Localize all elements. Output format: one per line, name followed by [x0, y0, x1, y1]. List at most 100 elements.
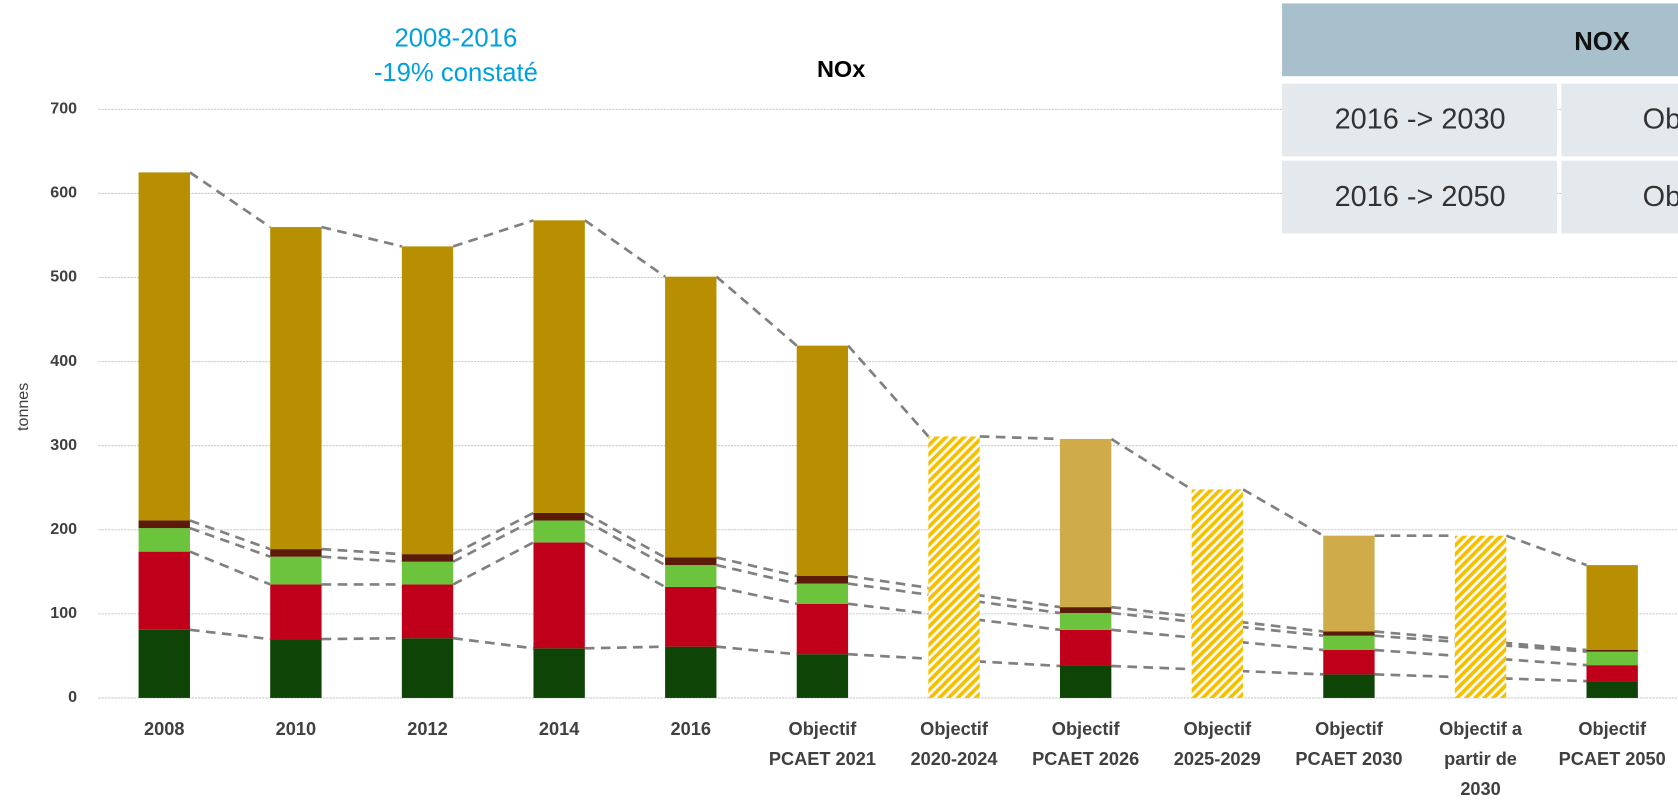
x-tick-label: Objectif a partir de 2030 [1439, 719, 1523, 799]
bar-segment [270, 549, 322, 557]
bar-segment [270, 639, 322, 698]
bar-segment [665, 646, 717, 698]
y-tick-label: 200 [50, 520, 77, 538]
bar-segment [533, 542, 585, 649]
bar-segment [796, 603, 849, 655]
bar-segment [665, 557, 717, 566]
bar-segment [1059, 438, 1112, 608]
x-tick-label: 2010 [276, 719, 316, 739]
series-line [189, 526, 271, 558]
series-line [1374, 673, 1587, 683]
table: NOX 2016 -> 2030 Ob 2016 -> 2050 Ob [1282, 3, 1678, 234]
series-line [321, 547, 402, 556]
y-tick-label: 500 [50, 268, 77, 286]
x-tick-label: 2016 [671, 719, 711, 739]
x-tick-label: Objectif PCAET 2050 [1559, 719, 1666, 769]
series-line [1111, 611, 1324, 638]
series-line [847, 582, 1061, 615]
bar-segment [270, 556, 322, 585]
bar-segment [1454, 535, 1507, 698]
x-tick-label: 2012 [407, 719, 447, 739]
bar-segment [928, 436, 980, 698]
series-line [452, 219, 534, 248]
series-line [1242, 488, 1324, 537]
bar-segment [138, 172, 190, 521]
series-line [1374, 634, 1587, 654]
y-tick-label: 0 [68, 688, 77, 706]
series-line [189, 171, 271, 229]
bar-segment [796, 576, 849, 584]
bar-segment [1586, 665, 1638, 682]
bar-segment [665, 565, 717, 587]
table-header: NOX [1574, 28, 1630, 56]
x-tick-label: Objectif 2025-2029 [1174, 719, 1261, 769]
series-line [584, 519, 666, 567]
bar-segment [401, 561, 454, 585]
table-cell-text: Ob [1643, 104, 1678, 136]
table-cell [1561, 83, 1678, 157]
series-line [1374, 648, 1587, 667]
bar-segment [1586, 651, 1638, 666]
x-tick-label: Objectif PCAET 2030 [1295, 719, 1402, 769]
series-line [452, 541, 535, 586]
table-cell [1561, 160, 1678, 234]
y-tick-label: 100 [50, 604, 77, 622]
series-line [452, 519, 535, 563]
series-line [716, 556, 798, 578]
series-line [189, 550, 271, 586]
bar-segment [796, 583, 849, 604]
annotation: 2008-2016 [394, 25, 517, 53]
bar-segment [1323, 650, 1375, 675]
series-line [584, 541, 666, 589]
table-cell-text: Ob [1643, 181, 1678, 213]
series-line [848, 652, 1061, 668]
series-line [189, 628, 271, 641]
bar-segment [1323, 631, 1375, 636]
series-line [584, 219, 666, 278]
bar-segment [1323, 535, 1375, 632]
bar-segment [1059, 613, 1112, 630]
bar-segment [1059, 665, 1112, 698]
bar-segment [1059, 629, 1112, 666]
bar-segment [401, 554, 454, 562]
bar-segment [796, 654, 849, 698]
bar-segment [533, 648, 585, 698]
series-line [1111, 605, 1324, 633]
series-line [189, 519, 271, 551]
series-line [584, 645, 666, 650]
bar-segment [138, 520, 190, 529]
series-line [715, 275, 798, 347]
table-cell-text: 2016 -> 2050 [1335, 181, 1506, 213]
bar-segment [401, 638, 454, 698]
table-cell [1282, 160, 1558, 234]
series-line [452, 511, 535, 556]
y-tick-label: 300 [50, 436, 77, 454]
bar-segment [533, 220, 585, 513]
table-cell-text: 2016 -> 2030 [1335, 104, 1506, 136]
series-line [979, 435, 1061, 441]
series-line [321, 555, 402, 564]
bar-segment [270, 584, 322, 640]
chart-title: NOx [817, 56, 865, 82]
bar-segment [401, 584, 454, 639]
bar-segment [1323, 674, 1375, 698]
series-line [1110, 437, 1193, 491]
bar-segment [1586, 650, 1638, 652]
bar-segment [1586, 565, 1638, 651]
y-tick-label: 700 [50, 100, 77, 118]
series-line [847, 574, 1061, 609]
series-lines [189, 171, 1587, 683]
x-tick-label: Objectif 2020-2024 [911, 719, 999, 769]
bar-segment [1323, 635, 1375, 651]
annotation: -19% constaté [374, 59, 538, 87]
series-line [1111, 664, 1324, 676]
series-line [716, 645, 797, 656]
table-header-bg [1282, 3, 1678, 77]
series-line [1111, 628, 1324, 652]
series-line [321, 225, 403, 248]
bar-segment [796, 345, 849, 577]
x-tick-label: Objectif PCAET 2026 [1032, 719, 1139, 769]
bar-segment [138, 551, 190, 630]
series-line [584, 511, 666, 559]
